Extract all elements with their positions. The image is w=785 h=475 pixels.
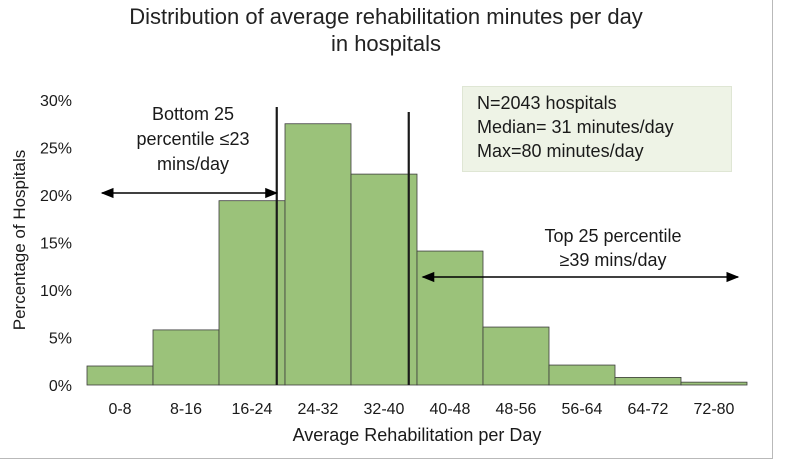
x-tick-label: 40-48 — [430, 401, 471, 418]
x-tick-label: 8-16 — [170, 401, 202, 418]
info-line-n: N=2043 hospitals — [477, 93, 617, 113]
bars-group — [86, 123, 748, 386]
x-tick-label: 0-8 — [108, 401, 131, 418]
bar-48-56 — [482, 326, 550, 386]
bottom-percentile-label-line-1: Bottom 25 — [152, 104, 234, 124]
x-axis-ticks: 0-8 8-16 16-24 24-32 32-40 40-48 48-56 56-64 64-… — [108, 401, 734, 418]
bar-32-40 — [350, 173, 418, 386]
info-line-median: Median= 31 minutes/day — [477, 117, 674, 137]
chart-title-line-2: in hospitals — [330, 31, 442, 56]
bar-72-80 — [680, 381, 748, 386]
x-tick-label: 32-40 — [364, 401, 405, 418]
bar-16-24 — [218, 200, 286, 386]
y-tick-label: 20% — [40, 188, 72, 205]
bar-24-32 — [284, 123, 352, 386]
x-tick-label: 48-56 — [496, 401, 537, 418]
y-axis-ticks: 0% 5% 10% 15% 20% 25% 30% — [40, 93, 72, 395]
bottom-percentile-label-line-3: mins/day — [157, 154, 229, 174]
summary-info-box: N=2043 hospitals Median= 31 minutes/day … — [462, 86, 732, 172]
bar-64-72 — [614, 376, 682, 386]
top-percentile-label-line-2: ≥39 mins/day — [560, 250, 667, 270]
x-tick-label: 56-64 — [562, 401, 603, 418]
x-axis-label: Average Rehabilitation per Day — [293, 425, 542, 445]
bar-56-64 — [548, 364, 616, 386]
y-tick-label: 30% — [40, 93, 72, 110]
y-tick-label: 10% — [40, 283, 72, 300]
bar-0-8 — [86, 365, 154, 386]
x-tick-label: 16-24 — [232, 401, 273, 418]
info-line-max: Max=80 minutes/day — [477, 141, 644, 161]
x-tick-label: 72-80 — [694, 401, 735, 418]
histogram-plot: 0% 5% 10% 15% 20% 25% 30% 0-8 8-16 16-24 24-32 32-… — [10, 93, 748, 445]
bar-8-16 — [152, 329, 220, 386]
percentile-guides — [100, 107, 740, 385]
top-percentile-label-line-1: Top 25 percentile — [544, 226, 681, 246]
bottom-percentile-label-line-2: percentile ≤23 — [137, 129, 250, 149]
x-tick-label: 24-32 — [298, 401, 339, 418]
y-tick-label: 25% — [40, 141, 72, 158]
chart-frame: Distribution of average rehabilitation m… — [0, 0, 773, 459]
x-tick-label: 64-72 — [628, 401, 669, 418]
y-tick-label: 5% — [49, 331, 72, 348]
bar-40-48 — [416, 250, 484, 386]
y-tick-label: 0% — [49, 378, 72, 395]
chart-title-line-1: Distribution of average rehabilitation m… — [129, 4, 643, 29]
y-axis-label: Percentage of Hospitals — [10, 150, 29, 331]
y-tick-label: 15% — [40, 236, 72, 253]
